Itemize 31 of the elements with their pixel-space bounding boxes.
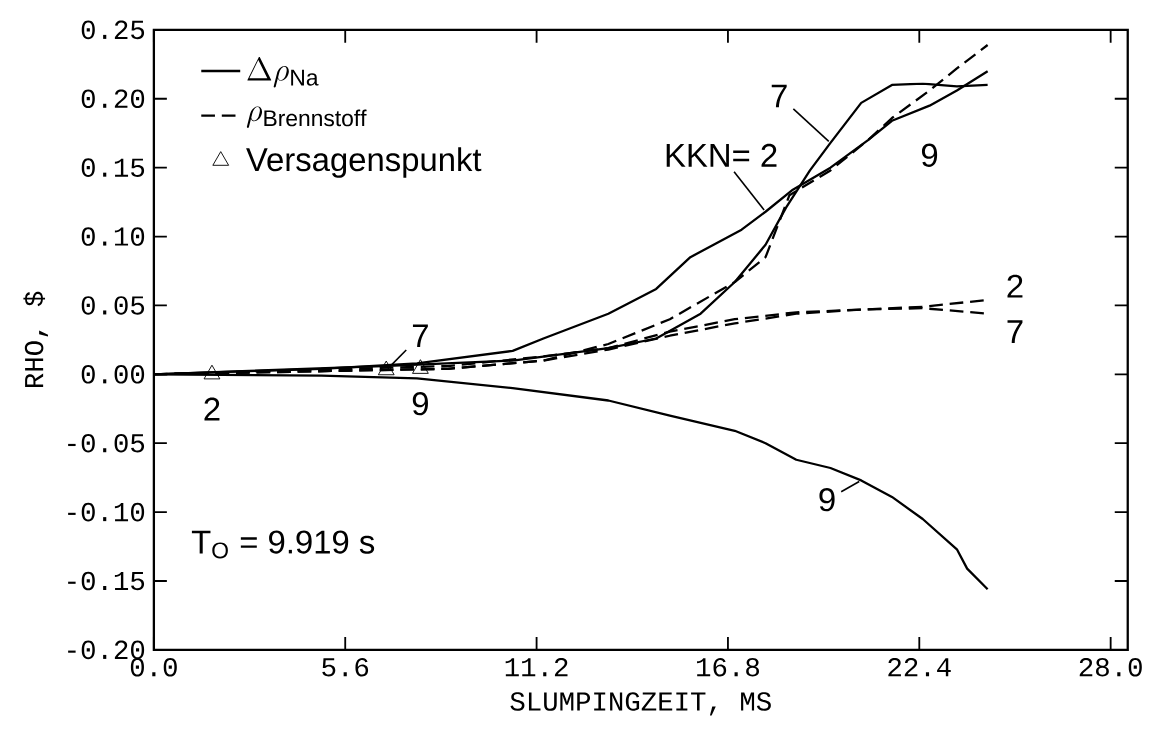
annotation: 7 (412, 324, 428, 348)
legend-label: $\Delta\rho_{\mathsf{Na}}$ (247, 57, 319, 88)
y-tick-label: 0.00 (81, 365, 145, 384)
y-tick-label: -0.15 (68, 571, 145, 591)
y-axis-title: RHO, $ (23, 291, 48, 387)
x-tick-label: 11.2 (505, 657, 568, 677)
annotation: 7 (771, 84, 787, 108)
annotation: 2 (1007, 274, 1023, 298)
x-tick-label: 5.6 (322, 657, 369, 677)
y-tick-label: -0.10 (68, 502, 145, 522)
annotation: 9 (412, 392, 428, 416)
annotation: 9 (819, 488, 835, 512)
annotation: T$_{O}$ = 9.919 s (191, 530, 375, 559)
annotation: 2 (204, 397, 220, 421)
x-axis-title: SLUMPINGZEIT, MS (510, 692, 771, 716)
y-tick-label: 0.10 (81, 227, 145, 246)
x-tick-label: 22.4 (888, 657, 951, 677)
annotation: 7 (1007, 320, 1023, 343)
legend-label: $\rho_{\mathsf{Brennstoff}}$ (246, 106, 367, 128)
y-tick-label: 0.05 (81, 296, 145, 315)
y-tick-label: -0.05 (68, 433, 145, 453)
annotation: KKN= 2 (666, 143, 777, 167)
annotation: 9 (921, 143, 938, 167)
y-tick-label: 0.15 (81, 158, 145, 177)
y-tick-label: 0.25 (81, 20, 145, 40)
x-tick-label: 0.0 (130, 657, 177, 677)
legend-label: Versagenspunkt (246, 147, 482, 178)
x-tick-label: 16.8 (697, 657, 759, 677)
y-tick-label: -0.20 (68, 640, 145, 660)
y-tick-label: 0.20 (81, 89, 145, 109)
x-tick-label: 28.0 (1079, 657, 1142, 677)
